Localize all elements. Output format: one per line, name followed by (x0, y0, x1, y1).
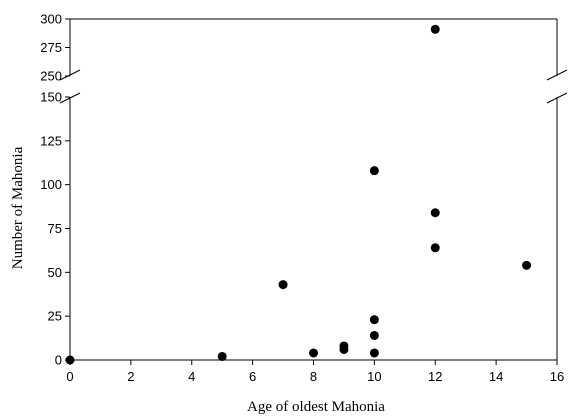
x-tick-label: 10 (367, 369, 381, 384)
x-axis-title: Age of oldest Mahonia (247, 399, 385, 415)
y-tick-label: 25 (48, 309, 62, 324)
y-tick-label: 150 (40, 90, 62, 105)
y-tick-label: 125 (40, 133, 62, 148)
y-tick-label: 275 (40, 40, 62, 55)
data-point (278, 280, 288, 290)
x-tick-label: 12 (428, 369, 442, 384)
x-tick-label: 6 (249, 369, 256, 384)
data-point (369, 330, 379, 340)
axis-break-mark-right-lower (546, 92, 568, 104)
x-tick-label: 0 (66, 369, 73, 384)
data-point (369, 166, 379, 176)
data-point (65, 355, 75, 365)
axis-break-mark-left-lower (59, 92, 81, 104)
x-tick-label: 16 (550, 369, 564, 384)
data-point (522, 260, 532, 270)
y-tick-label: 75 (48, 221, 62, 236)
data-point (369, 315, 379, 325)
y-tick-label: 50 (48, 265, 62, 280)
axis-break-mark-right-upper (546, 69, 568, 81)
x-tick-label: 4 (188, 369, 195, 384)
data-point (430, 243, 440, 253)
x-tick-label: 8 (310, 369, 317, 384)
data-point (430, 24, 440, 34)
x-tick-label: 14 (489, 369, 503, 384)
x-tick-label: 2 (127, 369, 134, 384)
y-tick-label: 250 (40, 69, 62, 84)
data-point (339, 341, 349, 351)
y-tick-label: 300 (40, 12, 62, 27)
data-point (309, 348, 318, 358)
y-axis-title: Number of Mahonia (10, 146, 26, 269)
y-tick-label: 0 (55, 353, 62, 368)
data-point (217, 351, 227, 361)
data-point (430, 208, 440, 218)
y-tick-label: 100 (40, 177, 62, 192)
data-point (369, 348, 379, 358)
axis-break-mark-left-upper (59, 69, 81, 81)
